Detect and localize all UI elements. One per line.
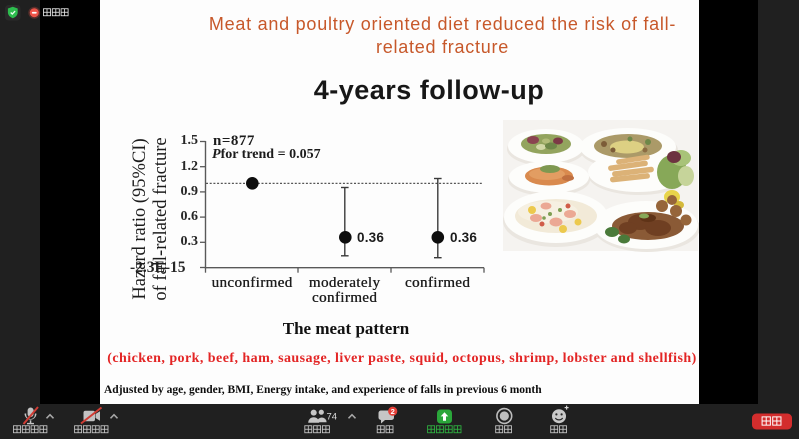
svg-text:2: 2 <box>391 407 395 416</box>
svg-text:74: 74 <box>327 411 338 422</box>
